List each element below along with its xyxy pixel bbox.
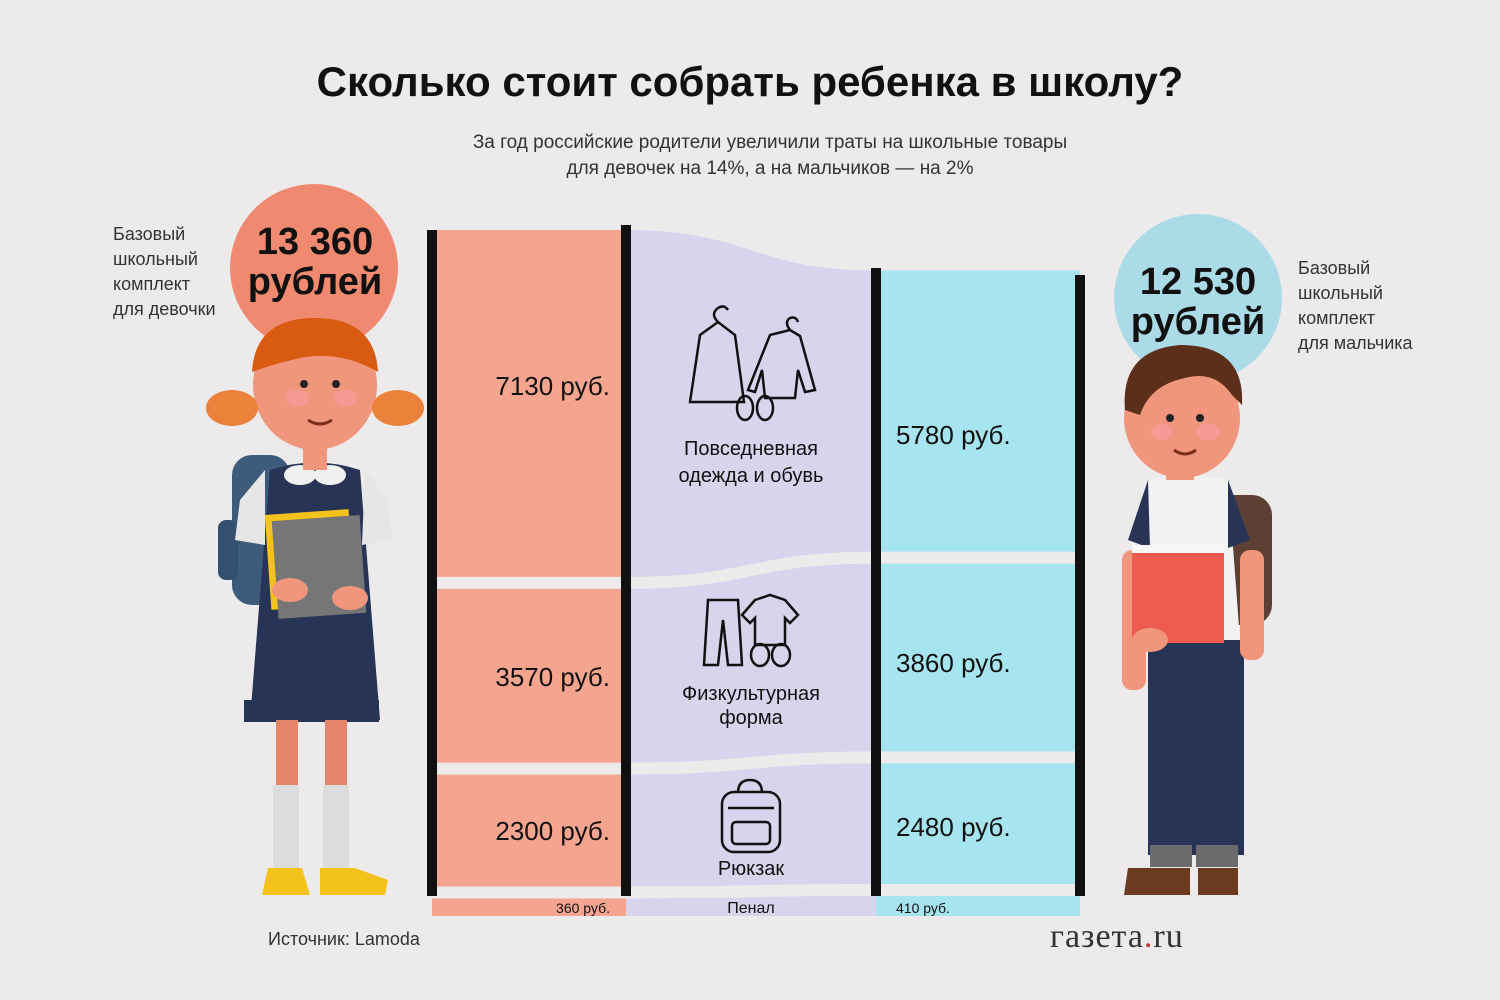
girl-kit-label: Базовый школьный комплект для девочки: [113, 224, 216, 319]
girl-value-label-2: 2300 руб.: [495, 816, 610, 846]
boy-total: 12 530 рублей: [1130, 261, 1266, 343]
boy-value-label-0: 5780 руб.: [896, 420, 1011, 450]
boy-kit-label: Базовый школьный комплект для мальчика: [1298, 258, 1413, 353]
sankey-axis-bars: [427, 225, 1085, 896]
sportswear-icon: [702, 593, 800, 668]
category-label-0-1: одежда и обувь: [679, 465, 824, 487]
boy-band-0: [876, 270, 1080, 552]
girl-band-0: [432, 230, 626, 577]
girl-total: 13 360 рублей: [247, 221, 383, 303]
boy-total-circle: [1114, 214, 1282, 382]
category-band-3: [626, 896, 876, 916]
axis-bar-0: [427, 230, 437, 896]
subtitle: За год российские родители увеличили тра…: [370, 130, 1170, 182]
boy-band-3: [876, 896, 1080, 916]
category-label-1-0: Физкультурная: [682, 683, 820, 705]
brand-logo: газета.ru: [1050, 918, 1184, 955]
axis-bar-1: [621, 225, 631, 896]
sankey-bands: [432, 230, 1080, 916]
category-band-1: [626, 563, 876, 763]
girl-band-3: [432, 898, 626, 916]
boy-value-label-3: 410 руб.: [896, 900, 950, 916]
boy-band-1: [876, 563, 1080, 752]
axis-bar-2: [871, 268, 881, 896]
girl-illustration: [206, 318, 424, 895]
axis-bar-3: [1075, 275, 1085, 896]
girl-value-label-0: 7130 руб.: [495, 371, 610, 401]
category-label-1-1: форма: [719, 707, 783, 729]
girl-total-circle: [230, 184, 398, 352]
clothes-icon: [688, 305, 817, 422]
category-band-0: [626, 230, 876, 577]
value-labels: 7130 руб. 3570 руб. 2300 руб. 360 руб. 5780 …: [495, 371, 1010, 917]
category-label-0-0: Повседневная: [684, 438, 818, 460]
boy-band-2: [876, 763, 1080, 885]
girl-band-2: [432, 774, 626, 887]
category-label-3-0: Пенал: [727, 900, 774, 917]
backpack-icon: [720, 778, 782, 854]
boy-value-label-2: 2480 руб.: [896, 812, 1011, 842]
subtitle-line-2: для девочек на 14%, а на мальчиков — на …: [566, 158, 974, 179]
subtitle-line-1: За год российские родители увеличили тра…: [472, 132, 1068, 153]
page-title: Сколько стоит собрать ребенка в школу?: [316, 58, 1184, 105]
source-note: Источник: Lamoda: [268, 929, 420, 949]
girl-value-label-1: 3570 руб.: [495, 662, 610, 692]
boy-value-label-1: 3860 руб.: [896, 648, 1011, 678]
boy-illustration: [1122, 345, 1272, 895]
girl-band-1: [432, 588, 626, 763]
category-band-2: [626, 763, 876, 887]
category-label-2-0: Рюкзак: [718, 858, 785, 880]
girl-value-label-3: 360 руб.: [556, 900, 610, 916]
